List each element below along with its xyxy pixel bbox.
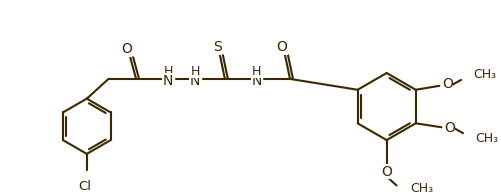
Text: O: O xyxy=(442,77,453,91)
Text: H: H xyxy=(252,64,261,78)
Text: O: O xyxy=(121,42,132,56)
Text: Cl: Cl xyxy=(78,180,91,192)
Text: CH₃: CH₃ xyxy=(475,132,498,145)
Text: O: O xyxy=(277,40,288,54)
Text: S: S xyxy=(212,40,221,54)
Text: CH₃: CH₃ xyxy=(473,68,496,82)
Text: N: N xyxy=(252,74,262,88)
Text: O: O xyxy=(381,165,392,179)
Text: O: O xyxy=(444,121,455,135)
Text: N: N xyxy=(162,74,173,88)
Text: H: H xyxy=(164,64,173,78)
Text: H: H xyxy=(190,64,200,78)
Text: CH₃: CH₃ xyxy=(410,182,433,195)
Text: N: N xyxy=(190,74,200,88)
